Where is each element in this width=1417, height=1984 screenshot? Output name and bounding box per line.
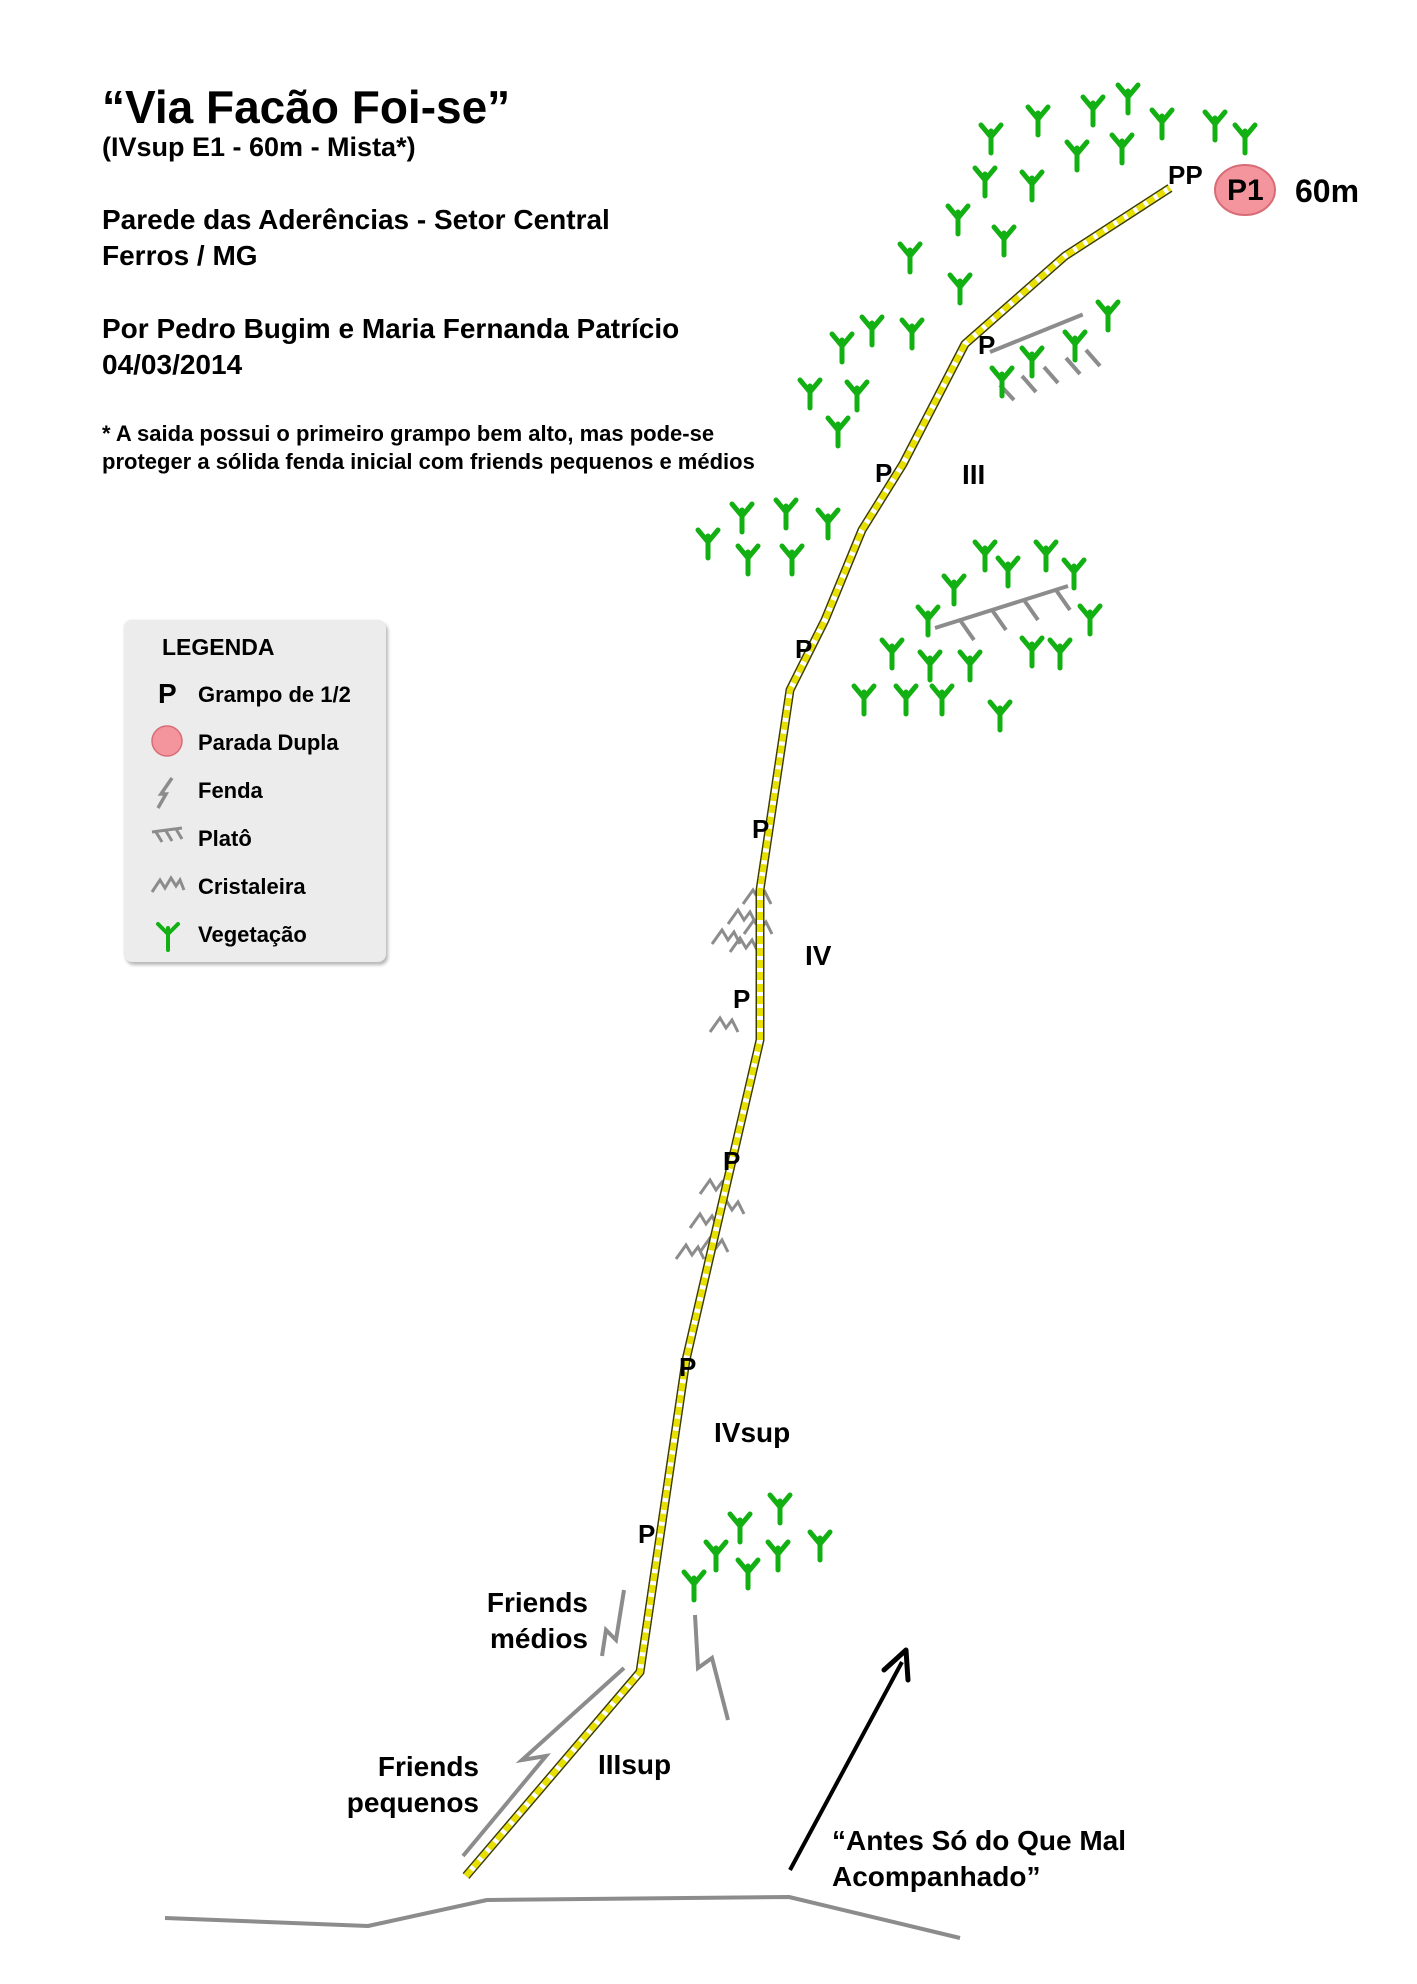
- bolt-symbol: P: [148, 676, 188, 716]
- route-title: “Via Facão Foi-se”: [102, 81, 511, 133]
- legend-item-crystal: Cristaleira: [148, 868, 378, 908]
- location: Ferros / MG: [102, 240, 258, 271]
- anchor-p1: P1 60m: [1214, 164, 1359, 216]
- neighbor-route: “Antes Só do Que Mal Acompanhado”: [788, 1647, 1126, 1892]
- legend-label-bolt: Grampo de 1/2: [198, 682, 351, 707]
- crack-right: [693, 1614, 730, 1721]
- legend-item-vegetation: Vegetação: [148, 916, 378, 956]
- ledge-upper: [989, 312, 1102, 402]
- friends-small-line-1: Friends: [378, 1751, 479, 1782]
- grade-labels: III IV IVsup IIIsup: [598, 459, 985, 1780]
- friends-small-line-2: pequenos: [347, 1787, 479, 1818]
- ledge-icon: [151, 826, 184, 843]
- grade-IVsup: IVsup: [714, 1417, 790, 1448]
- footnote-line-1: * A saida possui o primeiro grampo bem a…: [102, 421, 715, 446]
- bolt-symbol-letter: P: [158, 678, 177, 709]
- neighbor-route-line-2: Acompanhado”: [832, 1861, 1040, 1892]
- bolts: P P P P P P P P PP: [638, 160, 1203, 1549]
- bolt-2: P: [679, 1352, 696, 1382]
- footnote-line-2: proteger a sólida fenda inicial com frie…: [102, 449, 755, 474]
- legend-panel: LEGENDA P Grampo de 1/2 Parada Dupla Fen…: [124, 620, 386, 962]
- legend-item-ledge: Platô: [148, 820, 378, 860]
- grade-III: III: [962, 459, 985, 490]
- bolt-7: P: [875, 458, 892, 488]
- legend-title: LEGENDA: [162, 634, 275, 660]
- bolt-8: P: [978, 330, 995, 360]
- bolt-6: P: [795, 634, 812, 664]
- legend-item-bolt: P Grampo de 1/2: [148, 676, 378, 716]
- ledge-middle: [934, 584, 1072, 642]
- bolt-3: P: [723, 1146, 740, 1176]
- bolt-5: P: [752, 814, 769, 844]
- crack-lower-left: [461, 1666, 626, 1858]
- anchor-dot-icon: [151, 725, 183, 757]
- ground-line: [164, 1895, 961, 1940]
- neighbor-route-line-1: “Antes Só do Que Mal: [832, 1825, 1126, 1856]
- legend-label-crystal: Cristaleira: [198, 874, 306, 899]
- route-line: [462, 184, 1173, 1879]
- legend-item-anchor: Parada Dupla: [148, 724, 378, 764]
- grade-IIIsup: IIIsup: [598, 1749, 671, 1780]
- bolt-1: P: [638, 1519, 655, 1549]
- wall-name: Parede das Aderências - Setor Central: [102, 204, 610, 235]
- legend-item-crack: Fenda: [148, 772, 378, 812]
- crack-medium-friends: [600, 1589, 626, 1657]
- double-bolt: PP: [1168, 160, 1203, 190]
- route-grade-summary: (IVsup E1 - 60m - Mista*): [102, 132, 416, 162]
- legend-label-vegetation: Vegetação: [198, 922, 307, 947]
- legend-label-ledge: Platô: [198, 826, 252, 851]
- grade-IV: IV: [805, 940, 832, 971]
- crack-icon: [156, 777, 174, 809]
- anchor-dot: [1214, 164, 1276, 216]
- friends-medium-line-1: Friends: [487, 1587, 588, 1618]
- friends-medium-line-2: médios: [490, 1623, 588, 1654]
- neighbor-route-arrow: [788, 1661, 904, 1871]
- plant-icon: [156, 922, 180, 952]
- date: 04/03/2014: [102, 349, 243, 380]
- crystal-icon: [150, 875, 186, 893]
- crack-features: [461, 1589, 730, 1858]
- legend-label-anchor: Parada Dupla: [198, 730, 339, 755]
- authors: Por Pedro Bugim e Maria Fernanda Patríci…: [102, 313, 680, 344]
- anchor-label: P1: [1227, 174, 1264, 207]
- protection-notes: Friends médios Friends pequenos: [347, 1587, 588, 1818]
- legend-label-crack: Fenda: [198, 778, 263, 803]
- bolt-4: P: [733, 984, 750, 1014]
- anchor-height: 60m: [1295, 173, 1359, 209]
